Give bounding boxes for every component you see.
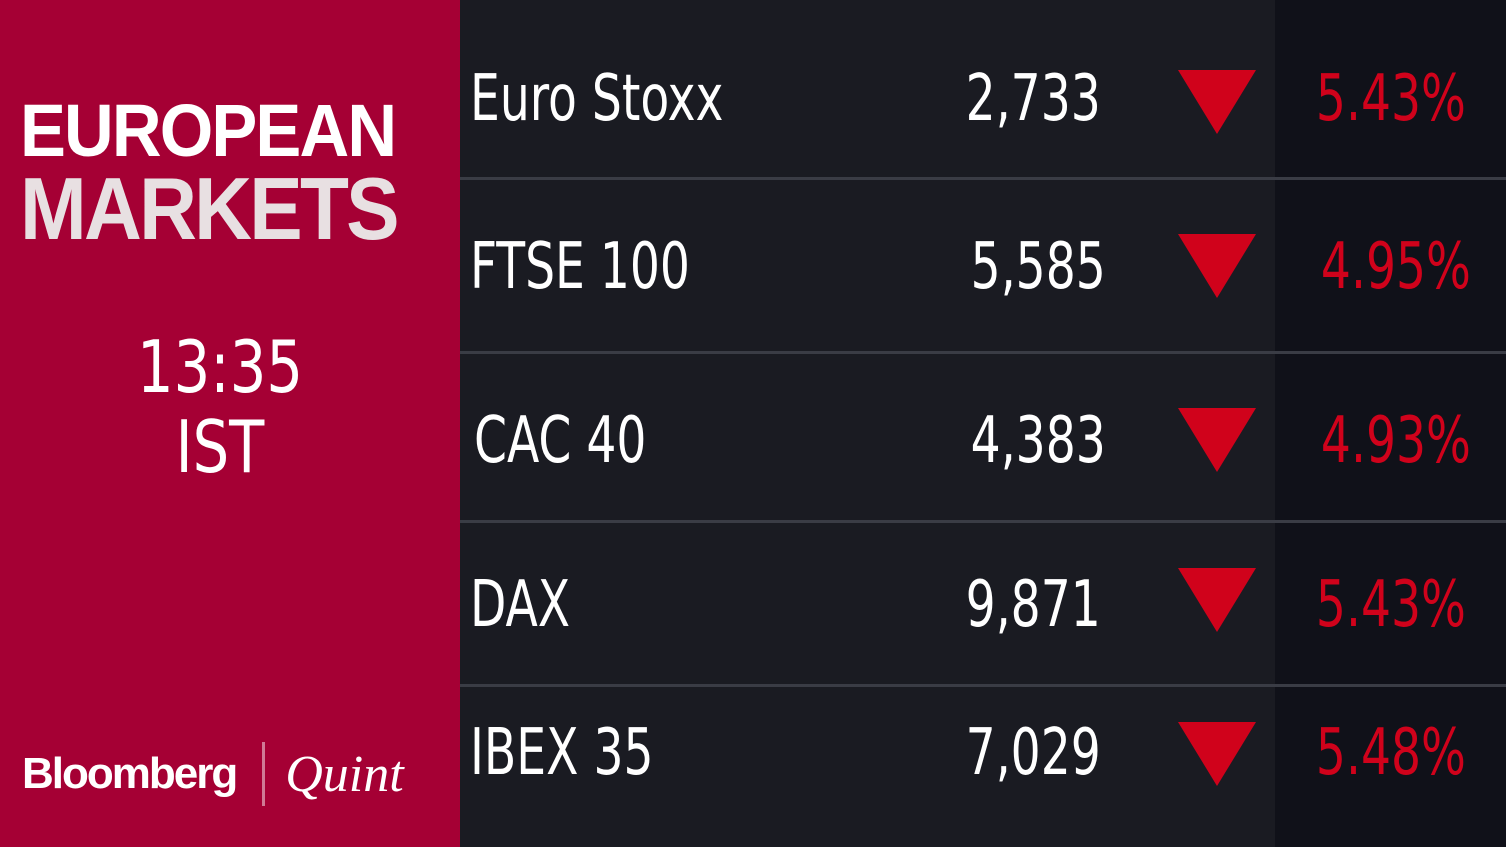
index-value: 9,871 bbox=[965, 568, 1101, 642]
index-change: 4.95% bbox=[1321, 230, 1471, 304]
market-table: Euro Stoxx 2,733 5.43% FTSE 100 5,585 4.… bbox=[460, 0, 1506, 847]
row-divider bbox=[460, 520, 1506, 523]
index-value: 7,029 bbox=[965, 716, 1101, 790]
down-arrow-icon bbox=[1178, 70, 1256, 134]
bloombergquint-logo: Bloomberg Quint bbox=[22, 742, 404, 806]
logo-divider bbox=[262, 742, 266, 806]
index-change: 5.43% bbox=[1316, 62, 1466, 136]
title-line-2: MARKETS bbox=[20, 159, 400, 258]
title-panel: EUROPEAN MARKETS 13:35 IST Bloomberg Qui… bbox=[0, 0, 460, 847]
logo-quint: Quint bbox=[285, 745, 404, 803]
time-zone: IST bbox=[175, 405, 265, 489]
index-value: 5,585 bbox=[970, 230, 1106, 304]
change-column bbox=[1275, 0, 1506, 847]
index-change: 5.48% bbox=[1316, 716, 1466, 790]
row-divider bbox=[460, 351, 1506, 354]
index-change: 4.93% bbox=[1321, 404, 1471, 478]
row-divider bbox=[460, 684, 1506, 687]
down-arrow-icon bbox=[1178, 568, 1256, 632]
index-name: FTSE 100 bbox=[470, 230, 690, 304]
down-arrow-icon bbox=[1178, 722, 1256, 786]
logo-bloomberg: Bloomberg bbox=[22, 749, 238, 798]
clock-time: 13:35 bbox=[137, 325, 303, 409]
index-change: 5.43% bbox=[1316, 568, 1466, 642]
index-value: 4,383 bbox=[970, 404, 1106, 478]
row-divider bbox=[460, 177, 1506, 180]
index-value: 2,733 bbox=[965, 62, 1101, 136]
index-name: CAC 40 bbox=[474, 404, 647, 478]
index-name: Euro Stoxx bbox=[470, 62, 724, 136]
down-arrow-icon bbox=[1178, 234, 1256, 298]
title-line-1: EUROPEAN bbox=[20, 89, 397, 172]
index-name: DAX bbox=[470, 568, 571, 642]
down-arrow-icon bbox=[1178, 408, 1256, 472]
index-name: IBEX 35 bbox=[470, 716, 654, 790]
